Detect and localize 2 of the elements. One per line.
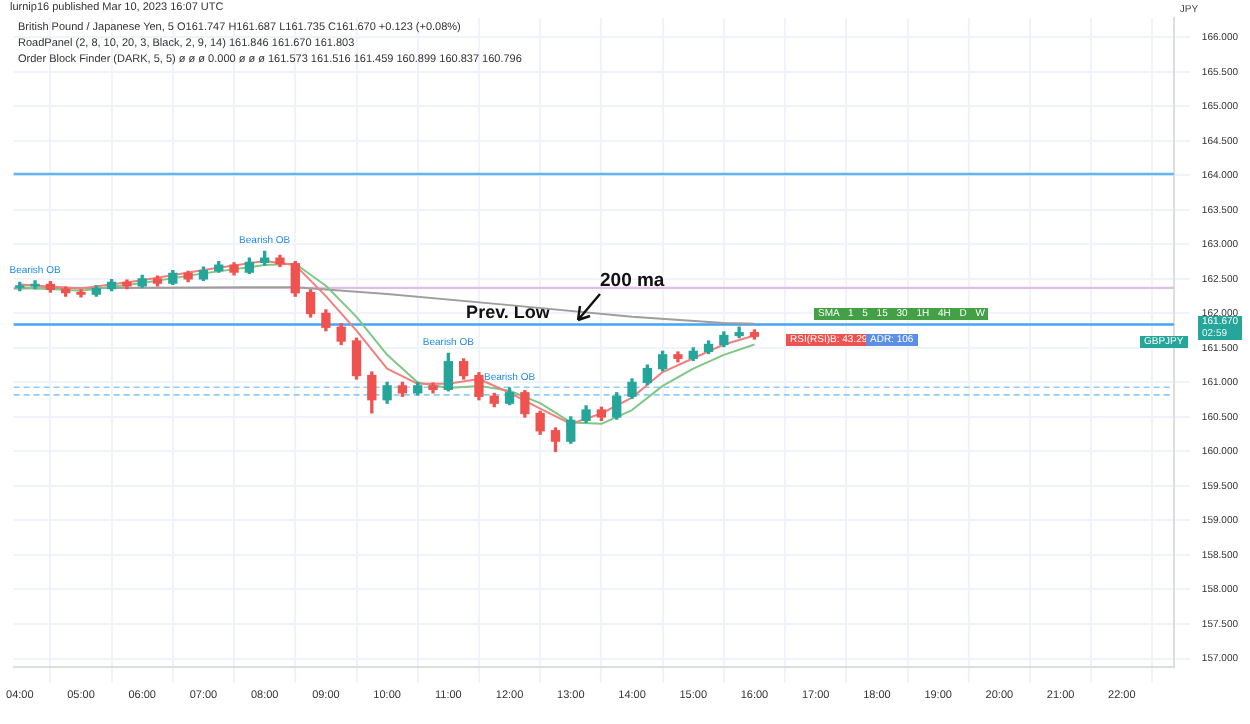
annotation: 200 ma — [600, 270, 665, 292]
ref-line-label: Prev. Low — [466, 302, 552, 323]
